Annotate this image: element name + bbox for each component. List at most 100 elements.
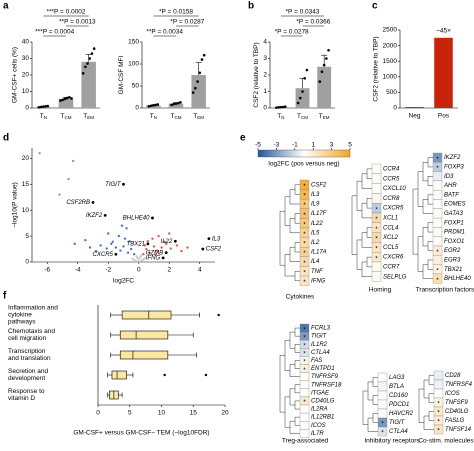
x-tick-label: 15 — [190, 410, 198, 417]
significance-marker: * — [436, 249, 439, 256]
data-point — [37, 106, 41, 109]
bar — [191, 75, 206, 108]
significance-marker: * — [375, 206, 378, 213]
point — [129, 247, 133, 251]
gene-label: FASLG — [445, 418, 465, 424]
p-value: ***P = 0.0004 — [35, 29, 74, 36]
group-title: Homing — [369, 287, 392, 294]
data-point — [318, 80, 322, 83]
labeled-point — [207, 237, 211, 241]
point — [58, 193, 61, 196]
y-axis-label: GM-CSF MFI — [118, 55, 125, 94]
point — [163, 240, 166, 243]
y-tick-label: 4 — [263, 39, 267, 46]
significance-marker: * — [437, 428, 440, 435]
x-axis-label: log2FC — [113, 278, 134, 285]
bar — [317, 66, 332, 108]
point — [135, 255, 138, 258]
point — [73, 242, 76, 246]
x-tick-label: TCM — [171, 113, 182, 120]
significance-marker: * — [381, 430, 384, 437]
gene-label: CCR8 — [383, 196, 400, 202]
gene-label: EGR2 — [444, 248, 461, 254]
significance-marker: * — [303, 367, 306, 374]
category-label: Secretion and — [8, 368, 48, 375]
fold-change: ~45× — [436, 28, 451, 35]
heatmap-cell — [371, 173, 382, 184]
y-tick-label: 40 — [22, 39, 30, 46]
labeled-point — [173, 239, 177, 243]
x-tick-label: TEM — [319, 113, 330, 120]
x-tick-label: TN — [150, 113, 157, 120]
y-tick-label: 1500 — [383, 58, 398, 65]
point — [151, 237, 154, 240]
gene-label: GATA3 — [444, 211, 463, 217]
category-label: cell migration — [8, 335, 47, 342]
significance-marker: * — [381, 421, 384, 428]
gene-label: IFNG — [311, 278, 326, 284]
point — [105, 247, 108, 250]
data-point — [39, 105, 43, 109]
point — [88, 246, 92, 249]
gene-label: IL22 — [161, 239, 173, 245]
significance-marker: * — [375, 226, 378, 233]
y-tick-label: 0 — [25, 259, 29, 266]
y-tick-label: 0 — [393, 105, 397, 112]
heatmap-cell — [377, 372, 388, 383]
x-tick-label: -6 — [44, 267, 50, 274]
y-tick-label: 1000 — [383, 74, 398, 81]
heatmap-cell — [371, 183, 382, 194]
gene-label: CD28 — [445, 373, 461, 379]
significance-marker: * — [303, 279, 306, 286]
colorbar-tick-label: -1 — [292, 142, 298, 149]
gene-label: FOXP1 — [444, 220, 464, 226]
point — [175, 244, 179, 247]
p-value: **P = 0.0034 — [146, 29, 183, 36]
gene-label: CCR7 — [383, 264, 400, 270]
gene-label: AHR — [443, 183, 457, 189]
x-axis-label: GM-CSF+ versus GM-CSF− TEM (−log10FDR) — [73, 430, 209, 437]
data-point — [176, 101, 180, 105]
gene-label: PRDM1 — [444, 230, 465, 236]
significance-marker: * — [375, 255, 378, 262]
labeled-point — [201, 247, 205, 251]
point — [84, 239, 87, 242]
data-point — [81, 72, 85, 75]
significance-marker: * — [303, 231, 306, 238]
gene-label: IL3 — [212, 236, 221, 242]
bar — [168, 103, 184, 108]
heatmap-cell — [299, 412, 310, 422]
bar — [405, 107, 424, 108]
significance-marker: * — [303, 399, 306, 406]
gene-label: EOMES — [444, 202, 466, 208]
gene-label: FCRL3 — [311, 326, 331, 332]
x-tick-label: 0 — [137, 267, 141, 274]
y-tick-label: 0 — [25, 105, 29, 112]
heatmap-cell — [371, 261, 382, 272]
gene-label: IL12RB1 — [311, 415, 334, 421]
heatmap-cell — [433, 424, 444, 435]
significance-marker: * — [437, 419, 440, 426]
category-label: Chemotaxis and — [8, 328, 55, 335]
point — [122, 245, 125, 248]
gene-label: CCL5 — [383, 245, 399, 251]
group-title: Inhibitory receptors — [364, 438, 420, 445]
heatmap-cell — [433, 370, 444, 381]
data-point — [283, 105, 287, 108]
gene-label: IL4 — [311, 259, 320, 265]
data-point — [86, 62, 89, 65]
point — [120, 224, 124, 227]
data-point — [156, 103, 160, 106]
x-tick-label: -2 — [105, 267, 111, 274]
data-point — [84, 65, 87, 69]
gene-label: FOXP3 — [444, 165, 464, 171]
point — [123, 237, 127, 240]
p-value: *P = 0.0158 — [159, 9, 193, 16]
labeled-point — [146, 242, 150, 246]
data-point — [70, 97, 73, 100]
data-point — [46, 104, 50, 108]
category-label: Response to — [8, 388, 45, 395]
panel-letter: c — [372, 1, 378, 12]
point — [125, 227, 128, 230]
labeled-point — [161, 256, 165, 260]
